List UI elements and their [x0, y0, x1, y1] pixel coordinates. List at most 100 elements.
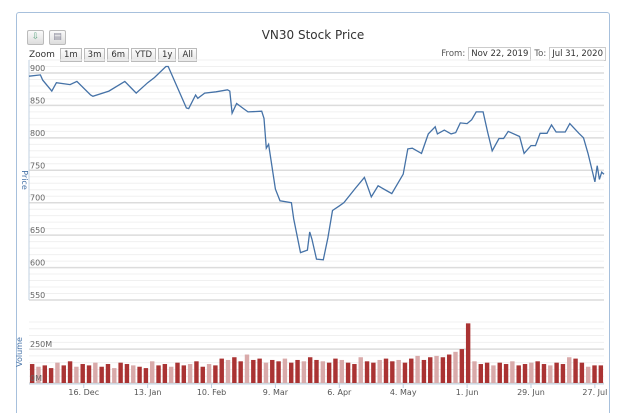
- volume-bar: [396, 359, 401, 383]
- volume-bar: [326, 362, 332, 383]
- volume-bar: [516, 365, 521, 383]
- price-line: [28, 65, 605, 261]
- volume-bar: [181, 365, 187, 383]
- volume-bar: [55, 362, 60, 383]
- volume-bar: [206, 364, 212, 383]
- volume-bar: [560, 364, 566, 383]
- volume-bar: [80, 364, 85, 383]
- volume-bar: [131, 365, 136, 383]
- volume-bar: [213, 365, 218, 383]
- volume-bar: [446, 354, 452, 383]
- range-button-6m[interactable]: 6m: [107, 48, 130, 62]
- volume-bar: [579, 362, 585, 383]
- volume-bar: [301, 361, 307, 383]
- y-tick-label: 700: [30, 194, 45, 203]
- volume-bar: [74, 366, 79, 383]
- volume-bar: [42, 365, 48, 383]
- range-button-1y[interactable]: 1y: [158, 48, 177, 62]
- volume-axis-title: Volume: [15, 337, 24, 367]
- volume-bar: [156, 365, 161, 383]
- volume-bar: [48, 368, 54, 383]
- volume-bar: [339, 359, 344, 383]
- volume-bar: [510, 361, 515, 383]
- range-button-all[interactable]: All: [178, 48, 197, 62]
- chart-container: ⇩ ▤ VN30 Stock Price Zoom 1m 3m 6m YTD 1…: [16, 12, 610, 413]
- range-selector: Zoom 1m 3m 6m YTD 1y All: [29, 48, 197, 62]
- range-button-ytd[interactable]: YTD: [131, 48, 156, 62]
- volume-bar: [270, 359, 275, 383]
- volume-bar: [434, 355, 439, 383]
- volume-bar: [238, 361, 243, 383]
- y-tick-label: 600: [30, 259, 45, 268]
- volume-bar: [409, 358, 414, 383]
- volume-bar: [29, 364, 35, 383]
- from-label: From:: [441, 49, 466, 59]
- volume-bar: [118, 362, 123, 383]
- volume-bar: [289, 362, 294, 383]
- volume-bar: [491, 365, 496, 383]
- volume-bar: [503, 364, 509, 383]
- volume-bar: [352, 364, 357, 383]
- volume-bar: [320, 361, 326, 383]
- y-tick-label: 750: [30, 161, 45, 170]
- volume-tick-label: 0M: [30, 374, 42, 383]
- volume-bar: [465, 323, 471, 383]
- volume-bar: [377, 359, 382, 383]
- volume-bar: [112, 368, 117, 383]
- volume-bar: [187, 364, 193, 383]
- volume-bar: [225, 359, 231, 383]
- volume-bar: [541, 364, 547, 383]
- volume-bar: [390, 361, 395, 383]
- volume-bar: [257, 358, 262, 383]
- x-tick-label: 6. Apr: [327, 388, 352, 397]
- x-tick-label: 27. Jul: [582, 388, 607, 397]
- x-tick-label: 16. Dec: [68, 388, 99, 397]
- range-button-1m[interactable]: 1m: [59, 48, 82, 62]
- zoom-label: Zoom: [29, 50, 55, 60]
- volume-bar: [573, 358, 578, 383]
- volume-bar: [105, 364, 111, 383]
- volume-bar: [383, 358, 389, 383]
- volume-bar: [472, 361, 477, 383]
- volume-bar: [295, 359, 300, 383]
- volume-bar: [415, 355, 420, 383]
- volume-bar: [61, 365, 66, 383]
- download-icon[interactable]: ⇩: [27, 30, 44, 45]
- volume-bar: [333, 358, 338, 383]
- print-icon[interactable]: ▤: [49, 30, 66, 45]
- volume-bar: [36, 366, 41, 383]
- volume-bar: [307, 357, 313, 383]
- volume-bar: [282, 358, 288, 383]
- volume-bar: [251, 359, 256, 383]
- x-tick-label: 10. Feb: [197, 388, 226, 397]
- volume-bar: [244, 354, 250, 383]
- volume-bar: [175, 362, 180, 383]
- y-axis-title: Price: [20, 170, 29, 190]
- volume-bar: [124, 364, 130, 383]
- volume-bar: [364, 361, 370, 383]
- y-tick-label: 900: [30, 64, 45, 73]
- volume-bar: [276, 361, 281, 383]
- volume-bar: [168, 366, 174, 383]
- volume-bar: [529, 362, 534, 383]
- volume-bar: [194, 361, 199, 383]
- volume-bar: [598, 365, 604, 383]
- chart-title: VN30 Stock Price: [261, 28, 365, 42]
- volume-bar: [535, 361, 540, 383]
- volume-bar: [86, 365, 92, 383]
- volume-bar: [453, 351, 458, 383]
- volume-bar: [440, 357, 446, 383]
- volume-bar: [314, 359, 319, 383]
- volume-bar: [232, 357, 237, 383]
- volume-bar: [484, 362, 490, 383]
- y-tick-label: 850: [30, 96, 45, 105]
- x-tick-label: 4. May: [390, 388, 417, 397]
- volume-bar: [497, 362, 502, 383]
- range-button-3m[interactable]: 3m: [83, 48, 106, 62]
- x-tick-label: 13. Jan: [134, 388, 162, 397]
- volume-tick-label: 250M: [30, 340, 52, 349]
- volume-bar: [137, 366, 142, 383]
- volume-bar: [585, 366, 591, 383]
- volume-bar: [421, 359, 427, 383]
